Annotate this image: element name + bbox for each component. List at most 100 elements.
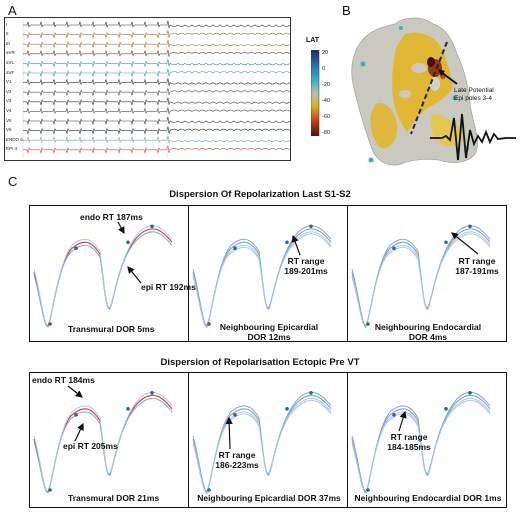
epi-caption-bottom: Neighbouring Epicardial DOR 37ms: [197, 493, 341, 503]
rt-range-value-bottom-epi: 186-223ms: [215, 460, 259, 470]
ecg-lead-label: aVR: [6, 50, 15, 56]
rt-range-value-top-epi: 189-201ms: [284, 266, 328, 276]
ecg-lead-label: V4: [6, 107, 12, 113]
ecg-trace: [23, 20, 290, 29]
ecg-trace: [23, 40, 290, 49]
late-potential-label: Late Potential: [454, 87, 494, 94]
unipolar-trace: [192, 225, 332, 326]
section-title-s1s2: Dispersion Of Repolarization Last S1-S2: [169, 189, 351, 200]
unipolar-trace: [33, 391, 173, 492]
transmural-caption-top: Transmural DOR 5ms: [68, 324, 155, 334]
ecg-lead-label: V1: [6, 79, 12, 85]
panel-c-label: C: [8, 174, 18, 189]
ecg-lead-label: V2: [6, 88, 12, 94]
epi-poles-label: Epi poles 3-4: [454, 95, 492, 102]
rt-marker: [48, 322, 52, 326]
rt-range-label-top-epi: RT range: [287, 256, 325, 266]
unipolar-trace: [192, 399, 332, 495]
unipolar-trace: [33, 397, 173, 494]
ecg-lead-label: aVF: [6, 69, 15, 75]
epi-caption-top-2: DOR 12ms: [247, 332, 291, 342]
rt-range-value-bottom-endo: 184-185ms: [387, 442, 431, 452]
epi-caption-top-1: Neighbouring Epicardial: [219, 322, 319, 332]
ecg-lead-label: V6: [6, 127, 12, 133]
endo-caption-bottom: Neighbouring Endocardial DOR 1ms: [354, 493, 502, 503]
ecg-trace: [23, 68, 290, 78]
unipolar-trace: [33, 231, 173, 328]
rt-marker: [309, 391, 313, 395]
rt-range-value-top-endo: 187-191ms: [455, 266, 499, 276]
ecg-trace: [23, 107, 290, 115]
rt-marker: [392, 413, 396, 417]
ecg-trace: [23, 116, 290, 126]
bottom-box-endocardial: [347, 372, 507, 508]
ecg-trace: [23, 145, 290, 154]
ecg-trace: [23, 78, 290, 86]
endo-rt-label-bottom: endo RT 184ms: [32, 375, 95, 385]
rt-marker: [150, 391, 154, 395]
unipolar-trace: [351, 233, 491, 329]
rt-marker: [126, 240, 130, 245]
bottom-epicardial-traces: [192, 391, 332, 495]
unipolar-trace: [351, 225, 491, 326]
ecg-trace: [23, 49, 290, 57]
epi-rt-label-top: epi RT 192ms: [141, 282, 196, 292]
ecg-trace: [23, 30, 290, 39]
ecg-lead-label: I: [6, 21, 8, 27]
bottom-box-transmural: [29, 372, 189, 508]
colorbar-tick: -40: [322, 98, 330, 104]
colorbar-tick: 20: [322, 50, 329, 56]
transmural-caption-bottom: Transmural DOR 21ms: [68, 493, 160, 503]
endo-rt-label-top: endo RT 187ms: [80, 212, 143, 222]
unipolar-trace: [351, 391, 491, 492]
colorbar-tick: -60: [322, 114, 330, 120]
endo-caption-top-1: Neighbouring Endocardial: [374, 322, 482, 332]
ecg-lead-label: EPI 4: [6, 146, 18, 152]
ecg-trace: [23, 136, 290, 144]
rt-marker: [233, 246, 237, 251]
rt-marker: [285, 240, 289, 245]
ecg-trace: [23, 88, 290, 97]
ecg-traces: [22, 20, 290, 158]
epi-rt-label-bottom: epi RT 205ms: [63, 441, 118, 451]
rt-marker: [126, 407, 130, 411]
panel-a-ecg: [4, 17, 291, 161]
rt-marker: [48, 488, 52, 492]
rt-marker: [233, 413, 237, 417]
section-title-ectopic: Dispersion of Repolarisation Ectopic Pre…: [160, 357, 360, 368]
endo-caption-top-2: DOR 4ms: [408, 332, 448, 342]
late-potential-egm: [430, 113, 516, 161]
rt-marker: [207, 488, 211, 492]
ecg-lead-label: III: [6, 40, 10, 46]
panel-a-label: A: [8, 3, 17, 18]
rt-marker: [150, 224, 154, 229]
unipolar-trace: [33, 225, 173, 326]
panel-b-label: B: [342, 3, 351, 18]
top-transmural-traces: [33, 224, 173, 328]
ecg-lead-label: V5: [6, 117, 12, 123]
ecg-trace: [23, 59, 290, 68]
bottom-box-epicardial: [188, 372, 348, 508]
rt-marker: [74, 246, 78, 251]
colorbar-tick: -20: [322, 82, 330, 88]
ecg-trace: [23, 126, 290, 135]
rt-marker: [207, 322, 211, 326]
rt-marker: [392, 246, 396, 251]
ecg-lead-label: aVL: [6, 59, 15, 65]
rt-marker: [444, 240, 448, 245]
ecg-trace: [23, 97, 290, 106]
top-box-endocardial: [347, 205, 507, 342]
unipolar-trace: [192, 391, 332, 492]
top-box-transmural: [29, 205, 189, 342]
bottom-transmural-traces: [33, 391, 173, 494]
colorbar: [311, 50, 320, 136]
rt-marker: [366, 322, 370, 326]
rt-range-label-top-endo: RT range: [458, 256, 496, 266]
rt-range-label-bottom-epi: RT range: [218, 450, 256, 460]
activation-map: [351, 17, 478, 166]
bottom-endocardial-traces: [351, 391, 491, 495]
rt-range-label-bottom-endo: RT range: [390, 432, 428, 442]
rt-marker: [468, 224, 472, 229]
rt-marker: [309, 224, 313, 229]
